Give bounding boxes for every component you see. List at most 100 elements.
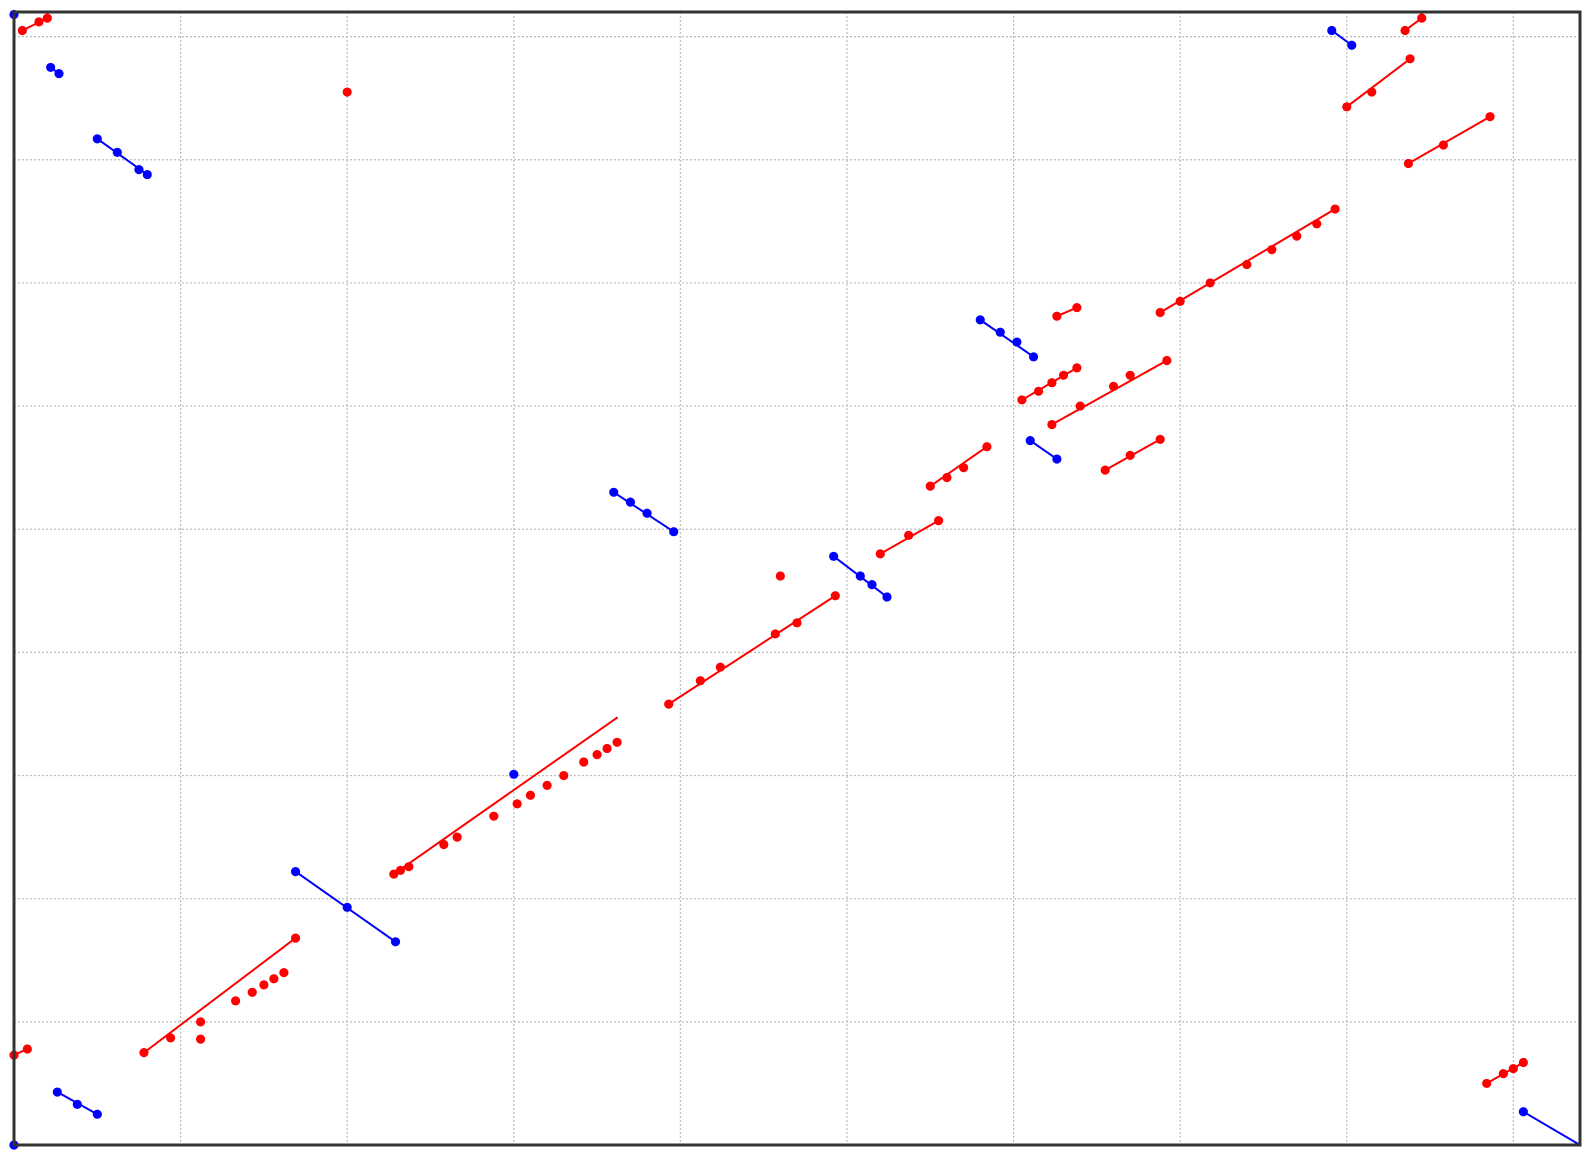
forward-match-point — [792, 618, 802, 628]
forward-match-point — [1072, 302, 1082, 313]
forward-match-point — [17, 25, 27, 36]
forward-match-point — [1108, 381, 1119, 391]
forward-match-point — [1403, 158, 1414, 169]
forward-match-point — [512, 799, 522, 809]
forward-match-point — [1125, 450, 1135, 460]
forward-match-point — [770, 629, 780, 639]
reverse-match-point — [112, 147, 122, 157]
reverse-match-point — [52, 1087, 62, 1097]
forward-match-point — [1155, 307, 1165, 318]
forward-match-point — [42, 13, 52, 23]
forward-match-point — [230, 996, 241, 1006]
reverse-match-point — [1028, 352, 1039, 362]
forward-match-point — [439, 839, 449, 850]
forward-match-point — [1155, 434, 1165, 444]
forward-match-point — [195, 1034, 206, 1044]
forward-match-point — [1405, 54, 1415, 64]
forward-match-point — [1100, 465, 1110, 475]
forward-match-point — [1498, 1068, 1508, 1079]
forward-match-point — [875, 549, 885, 559]
forward-match-point — [579, 757, 589, 767]
forward-match-point — [775, 571, 785, 581]
forward-match-point — [290, 933, 301, 943]
forward-match-point — [1052, 311, 1062, 321]
forward-match-point — [1438, 140, 1448, 150]
forward-match-point — [1330, 204, 1340, 214]
forward-match-point — [925, 481, 935, 491]
forward-match-segment — [1050, 359, 1168, 426]
plot-frame — [12, 10, 1582, 1147]
reverse-match-point — [342, 902, 352, 912]
forward-match-point — [1058, 370, 1069, 380]
forward-match-point — [715, 662, 725, 672]
reverse-match-point — [669, 527, 679, 537]
forward-match-point — [195, 1017, 206, 1027]
forward-match-point — [1017, 395, 1027, 405]
forward-match-point — [830, 591, 840, 601]
reverse-match-point — [92, 1109, 102, 1119]
reverse-match-point — [1327, 25, 1337, 36]
reverse-match-point — [995, 327, 1005, 337]
forward-match-point — [1175, 296, 1185, 307]
forward-match-point — [1047, 378, 1057, 388]
reverse-match-segment — [979, 318, 1035, 358]
forward-match-point — [904, 530, 914, 540]
reverse-match-point — [1347, 40, 1357, 50]
reverse-match-point — [509, 769, 519, 779]
series-layer — [9, 9, 1581, 1150]
reverse-match-segment — [1029, 439, 1058, 461]
reverse-match-point — [92, 134, 102, 144]
forward-match-point — [259, 980, 269, 990]
reverse-match-point — [46, 62, 56, 73]
forward-match-point — [1292, 231, 1302, 241]
forward-match-point — [489, 811, 499, 821]
reverse-match-point — [1012, 337, 1022, 347]
forward-match-segment — [1345, 57, 1412, 108]
forward-match-segment — [1407, 115, 1492, 165]
forward-match-point — [1205, 278, 1215, 288]
grid-layer — [14, 12, 1580, 1145]
forward-match-point — [1508, 1064, 1518, 1074]
forward-match-point — [592, 750, 602, 760]
forward-match-point — [1400, 25, 1410, 36]
forward-match-point — [1072, 363, 1082, 373]
forward-match-point — [525, 790, 536, 800]
forward-match-point — [22, 1044, 32, 1054]
forward-match-point — [269, 974, 279, 984]
reverse-match-point — [72, 1099, 82, 1109]
forward-match-point — [542, 780, 552, 790]
forward-match-point — [342, 87, 352, 97]
forward-match-segment — [392, 716, 619, 876]
reverse-match-point — [855, 571, 865, 581]
forward-match-point — [404, 862, 414, 872]
forward-match-point — [1162, 355, 1172, 366]
reverse-match-point — [54, 68, 64, 79]
reverse-match-point — [134, 165, 144, 175]
forward-match-point — [1482, 1078, 1492, 1089]
reverse-match-segment — [1522, 1110, 1581, 1146]
forward-match-point — [602, 743, 612, 754]
forward-match-point — [934, 516, 944, 526]
forward-match-point — [395, 865, 406, 875]
forward-match-point — [139, 1048, 149, 1058]
reverse-match-point — [625, 497, 636, 507]
forward-match-point — [942, 472, 952, 483]
forward-match-point — [982, 442, 992, 452]
forward-match-point — [664, 699, 674, 709]
forward-match-point — [1417, 13, 1427, 23]
forward-match-point — [247, 987, 257, 997]
reverse-match-point — [975, 315, 985, 325]
reverse-match-point — [1518, 1107, 1528, 1117]
forward-match-point — [34, 17, 44, 27]
forward-match-point — [1075, 401, 1085, 411]
forward-match-point — [1267, 245, 1277, 255]
forward-match-point — [1033, 386, 1044, 396]
reverse-match-point — [609, 487, 619, 497]
reverse-match-point — [290, 867, 301, 877]
reverse-match-point — [829, 551, 839, 561]
forward-match-point — [1312, 219, 1322, 229]
forward-match-point — [612, 737, 622, 747]
reverse-match-point — [390, 937, 401, 947]
